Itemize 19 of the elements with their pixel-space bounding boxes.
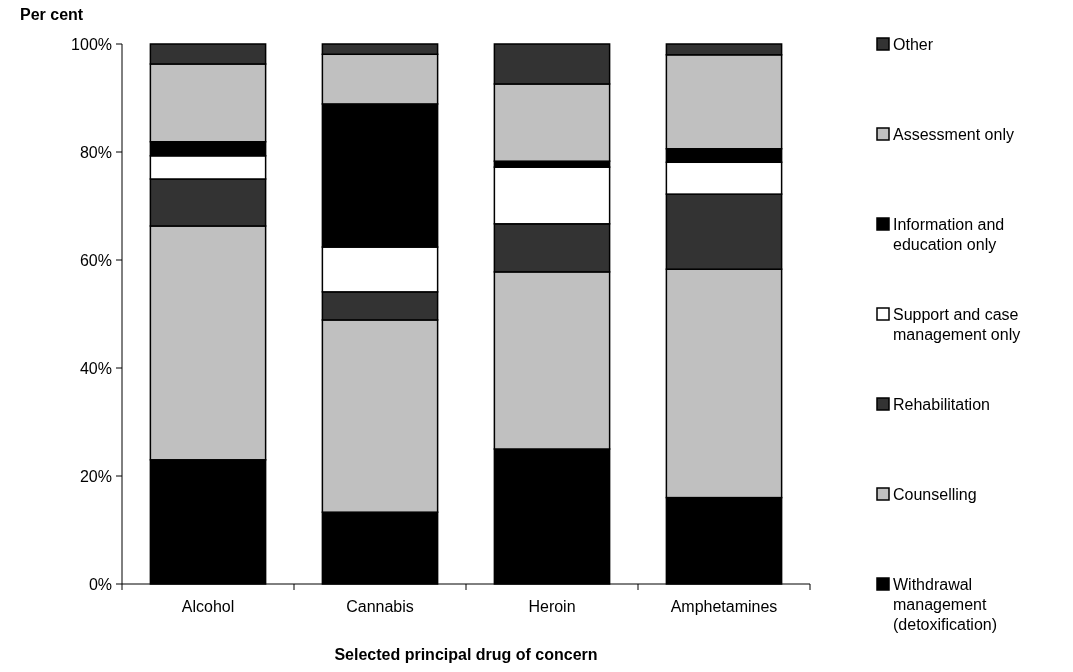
x-tick-label: Amphetamines [670, 598, 778, 615]
legend-label: Withdrawal management (detoxification) [893, 575, 998, 633]
y-tick-label: 100% [71, 35, 112, 53]
legend-label: Other [893, 35, 934, 53]
y-tick-label: 80% [79, 143, 112, 161]
y-tick-label: 60% [79, 251, 112, 269]
legend-label: Rehabilitation [893, 395, 990, 413]
legend-label: Support and case management only [893, 305, 1021, 343]
y-axis-title: Per cent [20, 6, 84, 23]
legend-label: Counselling [893, 485, 977, 503]
legend-label: Information and education only [893, 215, 1005, 253]
x-tick-label: Heroin [528, 598, 576, 615]
x-tick-label: Cannabis [346, 598, 414, 615]
y-tick-label: 0% [88, 575, 112, 593]
legend-label: Assessment only [893, 125, 1014, 143]
y-tick-label: 20% [79, 467, 112, 485]
x-axis-title: Selected principal drug of concern [334, 646, 598, 663]
y-tick-label: 40% [79, 359, 112, 377]
x-tick-label: Alcohol [181, 598, 235, 615]
